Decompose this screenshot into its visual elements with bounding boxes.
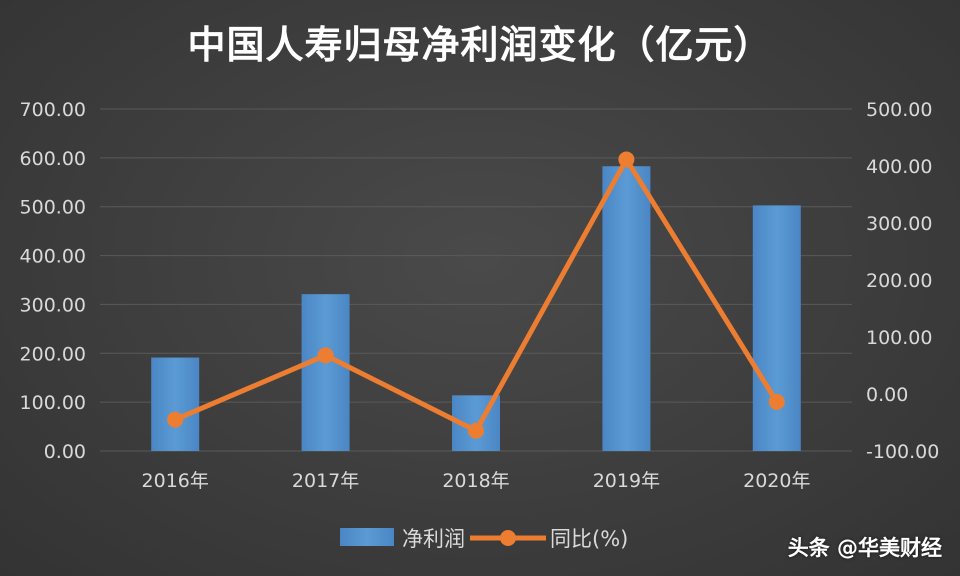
legend-label-bar: 净利润	[402, 527, 465, 551]
y-right-tick-label: 0.00	[866, 384, 908, 406]
y-left-tick-label: 100.00	[20, 392, 86, 414]
bar	[301, 294, 350, 451]
y-left-tick-label: 200.00	[20, 343, 86, 365]
x-tick-label: 2019年	[593, 470, 660, 492]
y-left-tick-label: 400.00	[20, 246, 86, 268]
bar	[151, 357, 200, 451]
x-tick-label: 2017年	[292, 470, 359, 492]
line-point	[167, 411, 184, 428]
watermark: 头条 @华美财经	[787, 536, 942, 560]
y-left-tick-label: 500.00	[20, 197, 86, 219]
y-right-tick-label: -100.00	[866, 441, 939, 463]
line-series	[172, 156, 780, 434]
legend-swatch-marker	[500, 530, 516, 546]
x-tick-label: 2016年	[142, 470, 209, 492]
bar	[602, 166, 651, 451]
x-tick-label: 2020年	[743, 470, 810, 492]
y-right-tick-label: 500.00	[866, 99, 932, 121]
y-right-tick-label: 400.00	[866, 156, 932, 178]
chart-title: 中国人寿归母净利润变化（亿元）	[187, 23, 773, 67]
legend-swatch-bar	[340, 528, 394, 546]
x-tick-label: 2018年	[442, 470, 509, 492]
y-left-tick-label: 300.00	[20, 294, 86, 316]
y-right-tick-label: 100.00	[866, 327, 932, 349]
y-right-tick-label: 200.00	[866, 270, 932, 292]
line-point	[618, 151, 635, 168]
line-point	[468, 422, 484, 439]
y-left-tick-label: 600.00	[20, 148, 86, 170]
y-right-tick-label: 300.00	[866, 213, 932, 235]
line-point	[768, 393, 785, 410]
y-left-tick-label: 700.00	[20, 99, 86, 121]
line-point	[317, 347, 334, 364]
y-left-tick-label: 0.00	[44, 441, 86, 463]
bar	[752, 205, 801, 451]
legend-label-line: 同比(%)	[550, 527, 628, 551]
